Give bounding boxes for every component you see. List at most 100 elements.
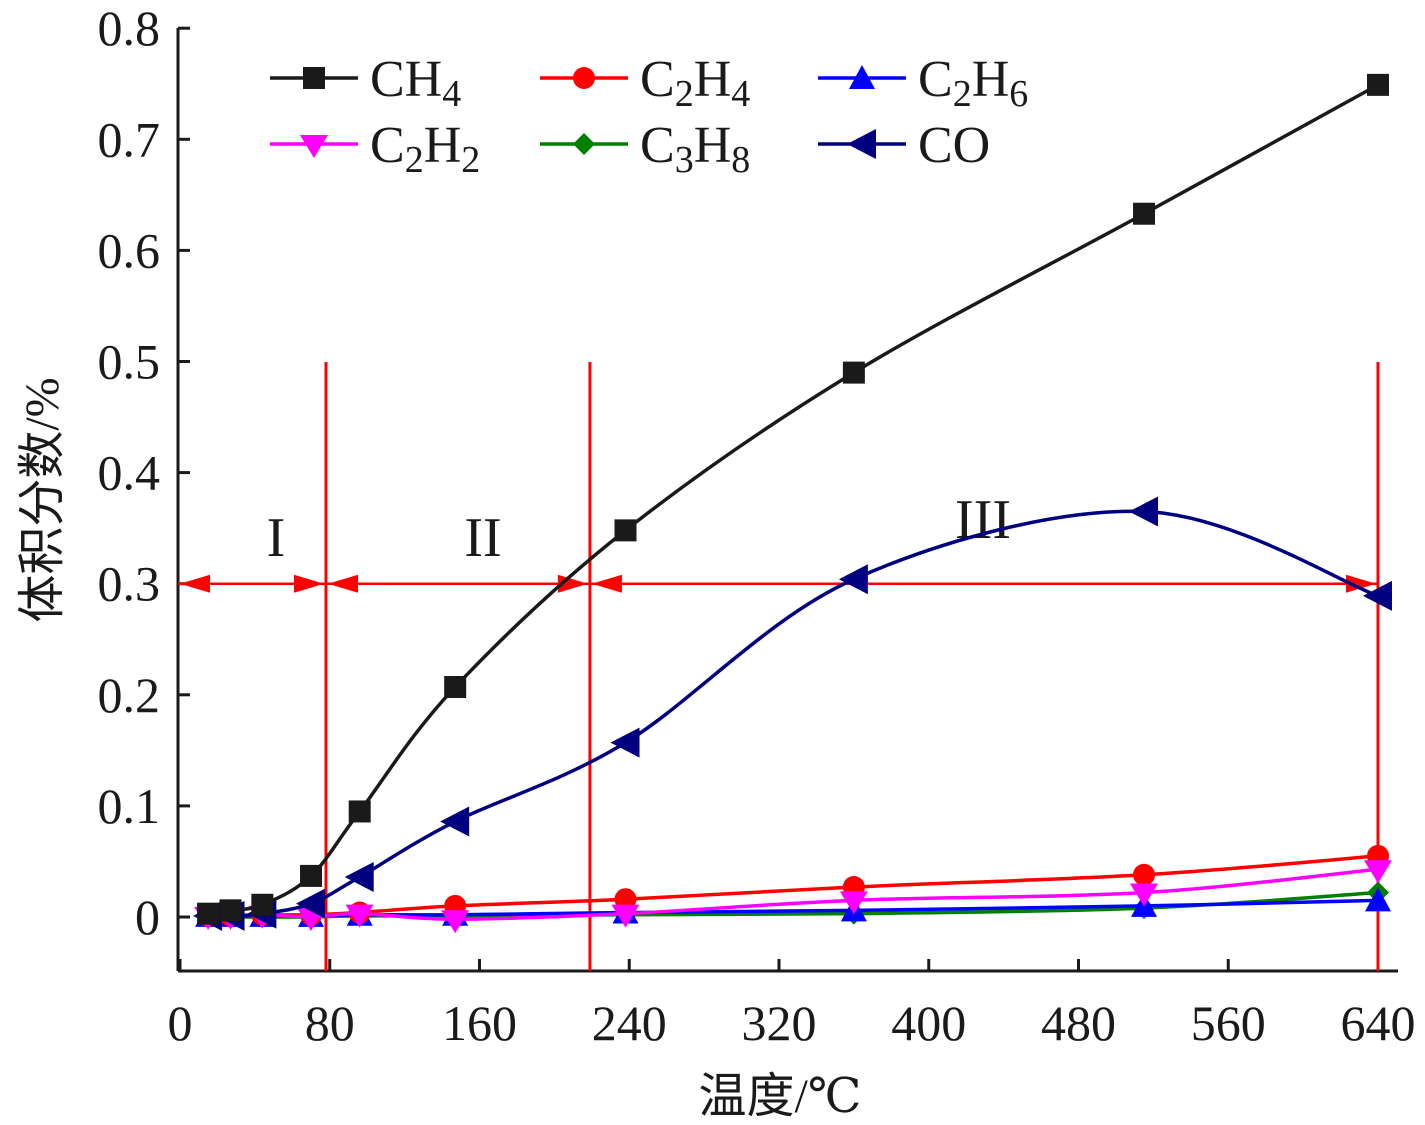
y-tick-label: 0.1 [98,778,161,834]
x-tick-label: 80 [305,995,355,1051]
triangle-up-marker [849,65,875,89]
legend-subscript: 4 [442,73,461,115]
arrow-right-icon [294,574,325,593]
arrow-left-icon [180,574,210,593]
triangle-up-marker [1365,887,1391,912]
y-tick-label: 0.6 [98,222,161,278]
circle-marker [573,67,595,89]
triangle-down-marker [1364,860,1392,884]
triangle-down-marker [441,910,470,934]
series-co [193,496,1392,931]
square-marker [300,864,323,887]
square-marker [251,893,274,916]
legend-text: C [640,51,675,108]
triangle-left-marker [838,564,868,595]
legend-subscript: 2 [461,139,480,181]
legend-label: C3H8 [640,117,750,181]
triangle-down-marker [611,904,640,928]
y-tick-label: 0.4 [98,445,161,501]
square-marker [219,899,242,922]
triangle-down-marker [345,904,374,928]
legend-item-c3h8: C3H8 [540,117,750,181]
square-marker [348,800,371,823]
y-tick-label: 0 [135,889,160,945]
x-tick-label: 160 [442,995,517,1051]
legend-text: H [694,51,732,108]
stage-label: II [464,507,501,569]
triangle-left-marker [610,727,640,758]
stage-label: I [267,507,286,569]
legend-label: C2H4 [640,51,750,115]
legend-text: C [918,51,953,108]
legend-item-ch4: CH4 [270,51,461,115]
legend-subscript: 8 [731,139,750,181]
legend-subscript: 2 [405,139,424,181]
triangle-down-marker [839,891,868,915]
x-tick-label: 400 [891,995,966,1051]
square-marker [303,67,325,89]
series-line [207,83,1379,916]
triangle-left-marker [296,888,326,919]
x-tick-label: 0 [168,995,193,1051]
legend-text: CH [370,51,442,108]
arrow-right-icon [1346,574,1376,593]
series-ch4 [197,73,1389,925]
series-group [193,73,1392,934]
legend-text: H [424,117,462,174]
arrow-left-icon [328,574,359,593]
series-line [208,854,1379,918]
y-tick-label: 0.7 [98,111,161,167]
y-tick-label: 0.8 [98,0,161,56]
legend-subscript: 2 [675,73,694,115]
legend-subscript: 6 [1009,73,1028,115]
x-tick-label: 560 [1191,995,1266,1051]
triangle-left-marker [440,806,470,837]
y-tick-label: 0.5 [98,334,161,390]
square-marker [1133,202,1156,225]
square-marker [842,361,865,384]
triangle-left-marker [344,862,374,893]
triangle-down-marker [300,135,328,158]
square-marker [444,676,467,699]
series-line [208,509,1379,918]
x-tick-label: 640 [1341,995,1416,1051]
axes: 0 0.1 0.2 0.3 0.4 0.5 0.6 0.7 0.8 0 80 160 240 320 400… [98,0,1416,1051]
square-marker [614,519,637,542]
legend-item-c2h4: C2H4 [540,51,750,115]
triangle-down-marker [1130,883,1159,907]
y-tick-label: 0.3 [98,556,161,612]
triangle-left-marker [847,129,876,159]
legend-item-c2h6: C2H6 [818,51,1028,115]
series-c2h6 [195,887,1391,927]
square-marker [1367,73,1389,96]
legend-text: H [694,117,732,174]
x-axis-label: 温度/℃ [698,1070,861,1123]
legend-text: C [640,117,675,174]
y-tick-label: 0.2 [98,667,161,723]
legend-text: H [972,51,1010,108]
square-marker [197,902,220,925]
legend-text: C [370,117,405,174]
legend-item-c2h2: C2H2 [270,117,480,181]
legend-subscript: 3 [675,139,694,181]
triangle-left-marker [1363,580,1392,611]
diamond-marker [573,133,595,155]
legend-label: CO [918,117,990,174]
triangle-left-marker [1129,496,1159,527]
legend-text: CO [918,117,990,174]
legend-subscript: 4 [731,73,750,115]
stage-label: III [955,489,1011,551]
x-tick-label: 240 [592,995,667,1051]
legend-label: C2H6 [918,51,1028,115]
x-tick-label: 480 [1041,995,1116,1051]
legend-label: C2H2 [370,117,480,181]
legend-subscript: 2 [953,73,972,115]
circle-marker [1133,863,1156,886]
arrow-left-icon [591,574,622,593]
x-tick-label: 320 [742,995,817,1051]
y-axis-label: 体积分数/% [16,377,69,622]
legend-item-co: CO [818,117,990,174]
legend-label: CH4 [370,51,461,115]
